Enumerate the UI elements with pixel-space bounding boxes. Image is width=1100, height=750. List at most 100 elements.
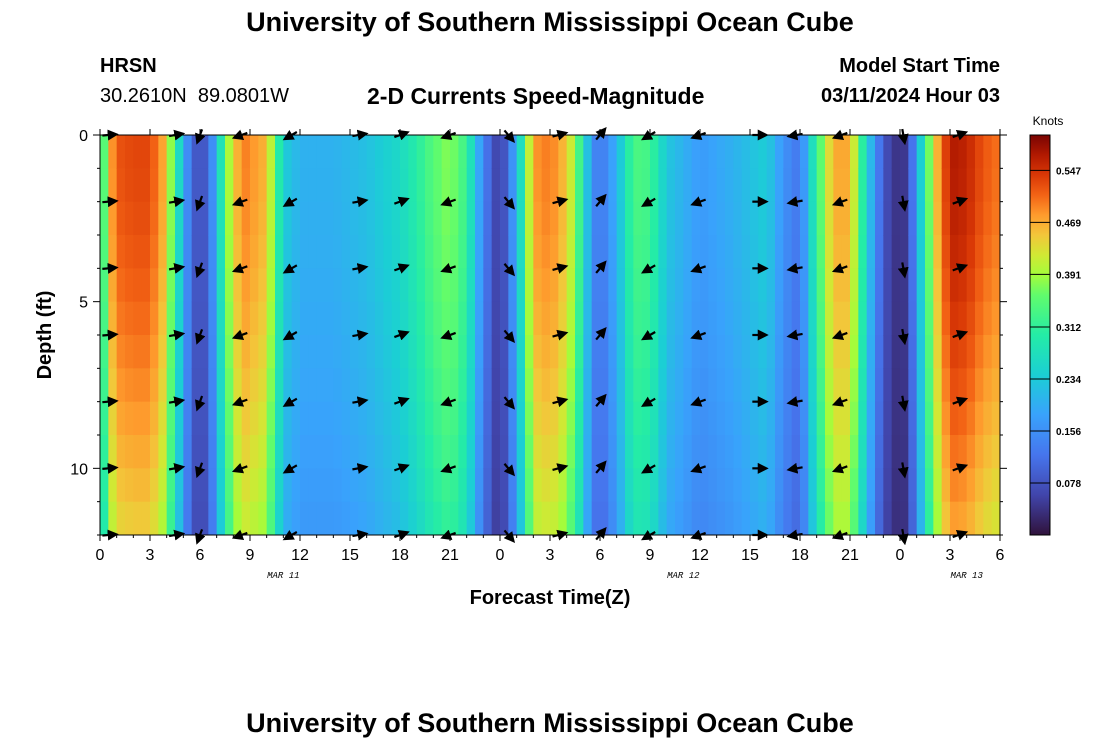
heatmap-cell xyxy=(583,501,593,535)
heatmap-cell xyxy=(400,435,409,469)
heatmap-cell xyxy=(616,135,626,169)
heatmap-cell xyxy=(650,168,659,203)
heatmap-cell xyxy=(608,235,618,269)
heatmap-cell xyxy=(241,501,251,535)
heatmap-cell xyxy=(791,335,801,369)
heatmap-cell xyxy=(100,135,109,169)
current-vector-arrow xyxy=(952,263,969,274)
heatmap-cell xyxy=(175,435,184,469)
heatmap-cell xyxy=(283,168,293,203)
heatmap-cell xyxy=(100,335,109,369)
heatmap-cell xyxy=(483,435,493,469)
heatmap-cell xyxy=(816,268,826,303)
heatmap-cell xyxy=(800,235,809,269)
heatmap-cell xyxy=(925,401,934,436)
heatmap-cell xyxy=(275,468,284,503)
heatmap-cell xyxy=(416,501,426,535)
heatmap-cell xyxy=(191,501,201,535)
current-vector-arrow xyxy=(352,463,369,474)
heatmap-cell xyxy=(783,335,793,369)
heatmap-cell xyxy=(350,401,359,436)
current-vector-arrow xyxy=(282,263,298,274)
heatmap-cell xyxy=(541,268,551,303)
heatmap-cell xyxy=(925,468,934,503)
heatmap-cell xyxy=(100,401,109,436)
heatmap-cell xyxy=(366,168,376,203)
heatmap-cell xyxy=(566,268,576,303)
heatmap-cell xyxy=(983,201,993,236)
heatmap-cell xyxy=(841,368,851,403)
heatmap-cell xyxy=(783,368,793,403)
heatmap-cell xyxy=(166,301,176,336)
heatmap-cell xyxy=(700,468,709,503)
heatmap-cell xyxy=(433,201,443,236)
heatmap-cell xyxy=(700,201,709,236)
heatmap-cell xyxy=(641,335,651,369)
heatmap-cell xyxy=(933,401,943,436)
heatmap-cell xyxy=(766,301,776,336)
heatmap-cell xyxy=(833,168,843,203)
heatmap-cell xyxy=(883,468,893,503)
heatmap-cell xyxy=(516,135,526,169)
heatmap-cell xyxy=(941,335,951,369)
current-vector-arrow xyxy=(231,262,248,274)
heatmap-cell xyxy=(258,468,268,503)
heatmap-cell xyxy=(300,168,309,203)
heatmap-cell xyxy=(508,301,518,336)
heatmap-cell xyxy=(325,401,334,436)
heatmap-cell xyxy=(408,135,418,169)
heatmap-cell xyxy=(975,468,984,503)
heatmap-cell xyxy=(633,435,643,469)
heatmap-cell xyxy=(958,335,968,369)
heatmap-cell xyxy=(583,201,593,236)
heatmap-cell xyxy=(633,168,643,203)
heatmap-cell xyxy=(608,501,618,535)
heatmap-cell xyxy=(891,368,901,403)
heatmap-cell xyxy=(791,268,801,303)
heatmap-cell xyxy=(308,268,318,303)
heatmap-cell xyxy=(675,268,684,303)
heatmap-cell xyxy=(141,268,151,303)
heatmap-cell xyxy=(100,301,109,336)
heatmap-cell xyxy=(408,301,418,336)
heatmap-cell xyxy=(191,468,201,503)
heatmap-cell xyxy=(433,235,443,269)
heatmap-cell xyxy=(208,301,218,336)
heatmap-cell xyxy=(900,268,909,303)
heatmap-cell xyxy=(733,368,743,403)
current-vector-arrow xyxy=(352,329,369,341)
heatmap-cell xyxy=(700,335,709,369)
heatmap-cell xyxy=(325,501,334,535)
heatmap-cell xyxy=(875,401,884,436)
heatmap-cell xyxy=(983,235,993,269)
heatmap-cell xyxy=(783,301,793,336)
heatmap-cell xyxy=(841,268,851,303)
heatmap-cell xyxy=(375,501,384,535)
heatmap-cell xyxy=(733,435,743,469)
heatmap-cell xyxy=(166,235,176,269)
heatmap-cell xyxy=(683,501,693,535)
heatmap-cell xyxy=(750,301,759,336)
heatmap-cell xyxy=(616,368,626,403)
heatmap-cell xyxy=(833,301,843,336)
colorbar-scale xyxy=(1029,134,1051,536)
heatmap-cell xyxy=(666,401,676,436)
heatmap-cell xyxy=(383,468,393,503)
current-vector-arrow xyxy=(897,262,909,279)
heatmap-cell xyxy=(958,435,968,469)
x-tick-label: 3 xyxy=(946,547,955,564)
heatmap-cell xyxy=(716,201,726,236)
heatmap-cell xyxy=(108,368,118,403)
heatmap-cell xyxy=(158,301,168,336)
heatmap-cell xyxy=(500,501,509,535)
heatmap-cell xyxy=(266,435,276,469)
current-vector-arrow xyxy=(168,329,186,341)
heatmap-cell xyxy=(391,235,401,269)
heatmap-cell xyxy=(233,401,243,436)
heatmap-cell xyxy=(458,235,468,269)
heatmap-cell xyxy=(566,201,576,236)
heatmap-cell xyxy=(408,235,418,269)
heatmap-cell xyxy=(416,235,426,269)
heatmap-cell xyxy=(591,235,601,269)
current-vector-arrow xyxy=(168,463,186,474)
